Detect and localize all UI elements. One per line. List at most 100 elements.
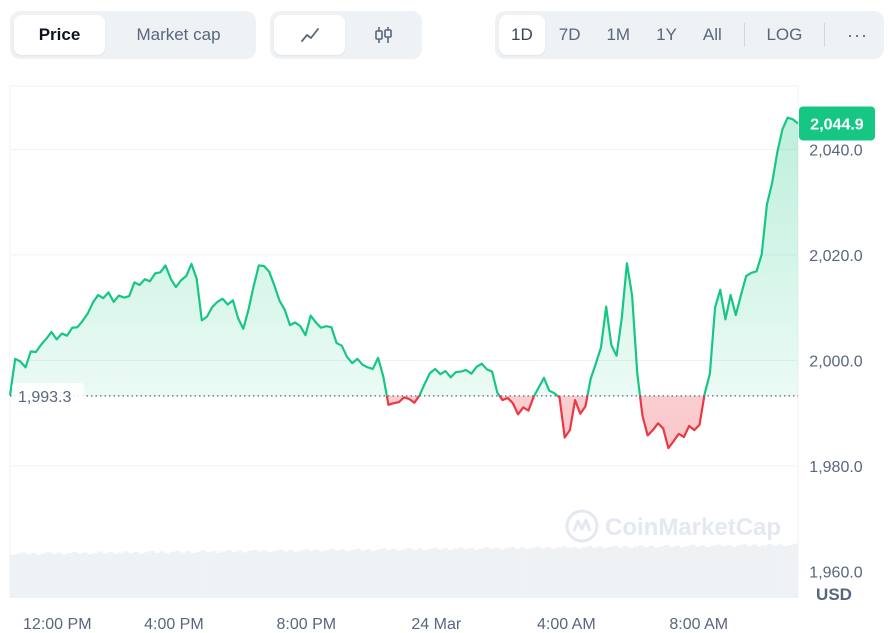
volume-bar	[416, 548, 423, 598]
volume-bar	[545, 547, 552, 598]
volume-bar	[411, 549, 418, 598]
more-options-button[interactable]: ···	[847, 24, 868, 45]
volume-bar	[767, 543, 773, 598]
volume-bar	[519, 547, 526, 598]
x-tick-label: 8:00 AM	[669, 616, 728, 633]
volume-bar	[535, 546, 541, 598]
watermark: CoinMarketCap	[565, 509, 781, 543]
volume-bar	[483, 547, 490, 598]
volume-bar	[61, 554, 68, 598]
chart-type-tabs	[270, 11, 422, 59]
x-tick-label: 12:00 PM	[23, 616, 91, 633]
volume-bar	[164, 553, 171, 598]
volume-bar	[664, 545, 670, 598]
price-line-above	[8, 116, 799, 396]
volume-bar	[288, 550, 294, 598]
volume-bar	[324, 550, 330, 598]
range-1d[interactable]: 1D	[499, 15, 545, 55]
volume-bar	[159, 551, 165, 598]
volume-bar	[633, 546, 639, 598]
volume-bar	[262, 550, 268, 598]
toolbar-divider	[824, 23, 826, 47]
volume-bar	[597, 546, 603, 598]
volume-bar	[319, 551, 325, 598]
volume-bar	[40, 553, 47, 598]
range-all[interactable]: All	[702, 25, 722, 44]
volume-bar	[720, 546, 727, 598]
line-chart-button[interactable]	[274, 15, 345, 55]
volume-bar	[25, 554, 32, 598]
range-7d[interactable]: 7D	[558, 25, 581, 44]
volume-bar	[370, 550, 377, 598]
volume-bar	[200, 550, 207, 598]
volume-bar	[458, 547, 464, 598]
volume-bar	[216, 552, 222, 598]
volume-bar	[478, 548, 485, 598]
volume-bar	[118, 552, 124, 598]
volume-bar	[20, 552, 26, 598]
volume-bar	[617, 547, 624, 598]
volume-bar	[777, 544, 783, 598]
y-tick-label: 1,960.0	[809, 565, 862, 582]
volume-bar	[113, 553, 119, 598]
volume-bar	[401, 549, 407, 598]
volume-bar	[447, 549, 454, 598]
volume-bar	[468, 547, 474, 598]
volume-bar	[684, 546, 691, 598]
volume-bar	[756, 546, 763, 598]
volume-bar	[97, 551, 104, 598]
tab-market-cap[interactable]: Market cap	[136, 25, 221, 44]
volume-bar	[396, 550, 402, 598]
range-1m[interactable]: 1M	[606, 25, 631, 44]
log-scale-toggle[interactable]: LOG	[766, 25, 803, 44]
volume-bar	[658, 546, 665, 598]
volume-bar	[550, 548, 557, 598]
volume-bar	[648, 545, 655, 598]
currency-label: USD	[816, 585, 852, 604]
volume-bar	[591, 547, 598, 598]
volume-bar	[236, 550, 243, 598]
volume-bar	[576, 548, 583, 598]
volume-bar	[751, 544, 758, 598]
volume-bar	[571, 546, 577, 598]
volume-bar	[741, 544, 747, 598]
volume-bar	[339, 549, 346, 598]
volume-bar	[761, 545, 768, 598]
y-tick-label: 2,040.0	[809, 142, 862, 159]
volume-bar	[71, 551, 78, 598]
candlestick-button[interactable]	[347, 15, 418, 55]
reference-price-label: 1,993.3	[12, 382, 84, 409]
volume-bar	[277, 549, 284, 598]
volume-bar	[391, 548, 397, 598]
volume-bar	[46, 552, 52, 598]
range-1y[interactable]: 1Y	[656, 25, 677, 44]
volume-bar	[437, 549, 444, 598]
volume-bar	[525, 549, 531, 598]
volume-bar	[51, 553, 57, 598]
volume-bar	[329, 548, 335, 598]
volume-bar	[442, 548, 449, 598]
volume-bar	[566, 548, 572, 598]
volume-bar	[463, 549, 469, 598]
toolbar-divider	[743, 23, 745, 47]
volume-bar	[602, 548, 608, 598]
volume-bar	[427, 549, 433, 598]
volume-bar	[700, 545, 706, 598]
volume-bar	[15, 553, 21, 598]
volume-bar	[190, 552, 196, 598]
volume-bar	[174, 550, 181, 598]
tab-price[interactable]: Price	[14, 15, 105, 55]
volume-bar	[185, 551, 191, 598]
volume-bar	[205, 552, 212, 598]
volume-bar	[267, 552, 274, 598]
volume-bar	[128, 553, 135, 598]
volume-bar	[530, 547, 536, 598]
volume-bar	[241, 552, 248, 598]
volume-bar	[385, 550, 392, 598]
volume-bar	[679, 547, 686, 598]
volume-bar	[154, 552, 160, 598]
volume-bar	[586, 545, 593, 598]
chart-toolbar: Price Market cap 1D 7D 1M 1Y All LOG ···	[10, 11, 884, 59]
